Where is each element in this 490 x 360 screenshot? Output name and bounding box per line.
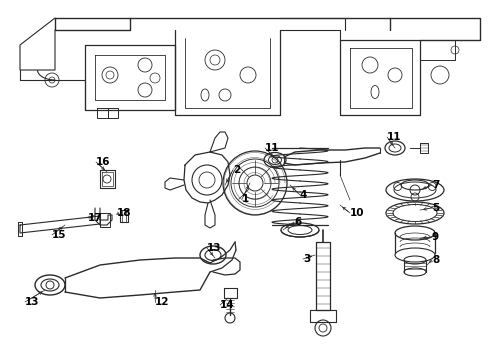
Text: 8: 8 — [432, 255, 439, 265]
Text: 5: 5 — [432, 203, 439, 213]
Text: 10: 10 — [350, 208, 365, 218]
Text: 4: 4 — [300, 190, 307, 200]
Text: 11: 11 — [265, 143, 279, 153]
Text: 3: 3 — [303, 254, 310, 264]
Text: 11: 11 — [387, 132, 401, 142]
Text: 15: 15 — [52, 230, 67, 240]
Text: 2: 2 — [233, 165, 240, 175]
Text: 18: 18 — [117, 208, 131, 218]
Text: 13: 13 — [207, 243, 221, 253]
Text: 16: 16 — [96, 157, 111, 167]
Text: 12: 12 — [155, 297, 170, 307]
Text: 1: 1 — [242, 194, 249, 204]
Text: 14: 14 — [220, 300, 235, 310]
Text: 13: 13 — [25, 297, 40, 307]
Text: 7: 7 — [432, 180, 440, 190]
Text: 17: 17 — [88, 213, 102, 223]
Text: 6: 6 — [294, 217, 301, 227]
Text: 9: 9 — [432, 232, 439, 242]
